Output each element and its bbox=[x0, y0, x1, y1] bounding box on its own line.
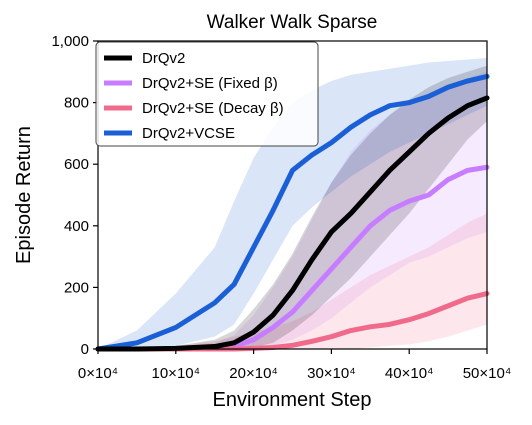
x-tick-label: 50×10⁴ bbox=[463, 365, 512, 382]
legend-label-drqv2-se-fixed-beta: DrQv2+SE (Fixed β) bbox=[142, 75, 278, 92]
line-drqv2-vcse bbox=[95, 73, 490, 352]
y-tick-label: 600 bbox=[64, 156, 89, 173]
x-axis-ticks: 0×10⁴ 10×10⁴ 20×10⁴ 30×10⁴ 40×10⁴ 50×10⁴ bbox=[78, 349, 511, 382]
legend-frame bbox=[95, 41, 319, 147]
x-tick-label: 0×10⁴ bbox=[78, 365, 118, 382]
x-tick-label: 20×10⁴ bbox=[229, 365, 278, 382]
confidence-bands bbox=[98, 57, 487, 350]
band-drqv2 bbox=[98, 65, 487, 349]
plot-frame bbox=[97, 40, 488, 350]
line-drqv2 bbox=[95, 95, 490, 352]
band-drqv2-vcse bbox=[98, 57, 487, 349]
band-drqv2-se-fixed-beta bbox=[98, 71, 487, 350]
y-tick-label: 400 bbox=[64, 218, 89, 235]
x-tick-label: 30×10⁴ bbox=[307, 365, 356, 382]
x-tick-label: 40×10⁴ bbox=[385, 365, 434, 382]
legend-label-drqv2-vcse: DrQv2+VCSE bbox=[142, 125, 235, 142]
y-tick-label: 200 bbox=[64, 279, 89, 296]
y-axis-label: Episode Return bbox=[13, 126, 35, 264]
x-tick-label: 10×10⁴ bbox=[152, 365, 201, 382]
legend-label-drqv2: DrQv2 bbox=[142, 50, 185, 67]
x-axis-label: Environment Step bbox=[213, 389, 372, 411]
band-drqv2-se-decay-beta bbox=[98, 213, 487, 349]
y-tick-label: 1,000 bbox=[51, 33, 89, 50]
y-axis-ticks: 0 200 400 600 800 1,000 bbox=[51, 33, 98, 358]
legend-label-drqv2-se-decay-beta: DrQv2+SE (Decay β) bbox=[142, 100, 284, 117]
legend: DrQv2 DrQv2+SE (Fixed β) DrQv2+SE (Decay β… bbox=[95, 41, 319, 147]
chart-title: Walker Walk Sparse bbox=[207, 12, 378, 33]
y-tick-label: 0 bbox=[81, 341, 89, 358]
y-tick-label: 800 bbox=[64, 95, 89, 112]
